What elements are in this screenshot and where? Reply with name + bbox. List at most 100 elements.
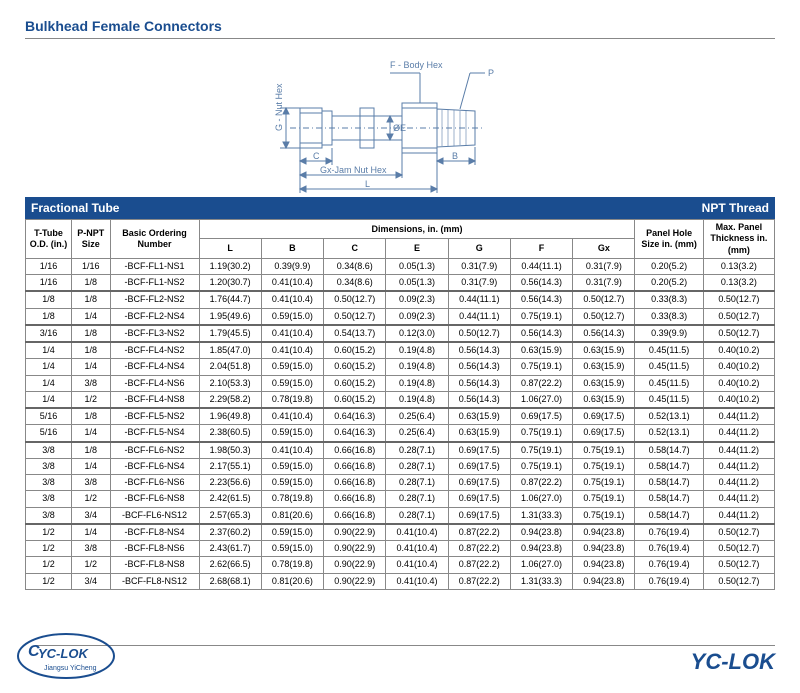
table-cell: 2.10(53.3) <box>199 375 261 391</box>
table-cell: 0.56(14.3) <box>573 325 635 342</box>
table-cell: 0.41(10.4) <box>386 541 448 557</box>
label-b: B <box>452 151 458 161</box>
table-cell: 1.19(30.2) <box>199 258 261 274</box>
table-cell: -BCF-FL4-NS6 <box>110 375 199 391</box>
table-cell: 1/2 <box>26 524 72 541</box>
table-cell: 0.60(15.2) <box>324 359 386 375</box>
table-cell: 0.63(15.9) <box>448 425 510 442</box>
table-cell: 0.78(19.8) <box>261 391 323 408</box>
table-cell: 1/2 <box>26 557 72 573</box>
table-row: 1/23/4-BCF-FL8-NS122.68(68.1)0.81(20.6)0… <box>26 573 775 589</box>
table-cell: 0.87(22.2) <box>448 524 510 541</box>
table-cell: 0.28(7.1) <box>386 442 448 459</box>
table-cell: 0.87(22.2) <box>448 557 510 573</box>
table-cell: 0.28(7.1) <box>386 507 448 524</box>
table-cell: 0.39(9.9) <box>635 325 703 342</box>
table-row: 3/83/4-BCF-FL6-NS122.57(65.3)0.81(20.6)0… <box>26 507 775 524</box>
table-cell: 0.40(10.2) <box>703 359 774 375</box>
table-cell: 0.90(22.9) <box>324 541 386 557</box>
label-c: C <box>313 151 320 161</box>
table-cell: 0.28(7.1) <box>386 475 448 491</box>
table-row: 1/23/8-BCF-FL8-NS62.43(61.7)0.59(15.0)0.… <box>26 541 775 557</box>
table-cell: 0.44(11.1) <box>448 291 510 308</box>
table-cell: 0.87(22.2) <box>448 541 510 557</box>
table-cell: 0.63(15.9) <box>573 359 635 375</box>
table-cell: 2.29(58.2) <box>199 391 261 408</box>
table-cell: 1/8 <box>71 408 110 425</box>
table-cell: 3/8 <box>26 442 72 459</box>
table-cell: 0.31(7.9) <box>448 275 510 292</box>
table-cell: 0.41(10.4) <box>386 524 448 541</box>
table-cell: 3/4 <box>71 573 110 589</box>
table-cell: 0.50(12.7) <box>703 557 774 573</box>
table-cell: 0.75(19.1) <box>510 442 572 459</box>
table-cell: -BCF-FL3-NS2 <box>110 325 199 342</box>
table-row: 3/81/8-BCF-FL6-NS21.98(50.3)0.41(10.4)0.… <box>26 442 775 459</box>
table-cell: 0.45(11.5) <box>635 342 703 359</box>
footer-logo: C YC-LOK Jiangsu YiCheng <box>16 632 126 683</box>
table-cell: 0.44(11.1) <box>510 258 572 274</box>
table-cell: 0.05(1.3) <box>386 258 448 274</box>
table-cell: 0.41(10.4) <box>386 573 448 589</box>
table-cell: 0.75(19.1) <box>573 491 635 507</box>
table-cell: 2.68(68.1) <box>199 573 261 589</box>
table-cell: 0.76(19.4) <box>635 573 703 589</box>
table-cell: -BCF-FL2-NS4 <box>110 308 199 325</box>
table-cell: 0.50(12.7) <box>703 308 774 325</box>
table-cell: 0.94(23.8) <box>573 573 635 589</box>
table-cell: 0.50(12.7) <box>324 308 386 325</box>
table-cell: 0.59(15.0) <box>261 375 323 391</box>
table-cell: 0.69(17.5) <box>448 458 510 474</box>
table-cell: 2.38(60.5) <box>199 425 261 442</box>
table-cell: 0.59(15.0) <box>261 524 323 541</box>
table-cell: 0.94(23.8) <box>510 541 572 557</box>
table-cell: 0.41(10.4) <box>261 442 323 459</box>
table-cell: 1/2 <box>26 541 72 557</box>
table-cell: 0.87(22.2) <box>510 475 572 491</box>
table-cell: 0.40(10.2) <box>703 391 774 408</box>
table-cell: 1/4 <box>71 524 110 541</box>
table-cell: 2.57(65.3) <box>199 507 261 524</box>
th-E: E <box>386 239 448 258</box>
table-cell: 0.63(15.9) <box>510 342 572 359</box>
table-cell: 1/8 <box>71 342 110 359</box>
table-cell: 1/4 <box>26 342 72 359</box>
table-cell: 1.06(27.0) <box>510 557 572 573</box>
table-cell: 1/16 <box>26 258 72 274</box>
table-cell: -BCF-FL6-NS8 <box>110 491 199 507</box>
table-cell: 0.78(19.8) <box>261 557 323 573</box>
table-cell: 0.25(6.4) <box>386 408 448 425</box>
table-cell: 0.66(16.8) <box>324 491 386 507</box>
table-cell: 0.58(14.7) <box>635 507 703 524</box>
table-cell: 0.41(10.4) <box>261 342 323 359</box>
table-cell: -BCF-FL5-NS2 <box>110 408 199 425</box>
table-cell: 0.50(12.7) <box>573 291 635 308</box>
table-cell: 0.59(15.0) <box>261 308 323 325</box>
th-tube: T-Tube O.D. (in.) <box>26 220 72 259</box>
table-cell: 0.59(15.0) <box>261 425 323 442</box>
table-cell: 0.50(12.7) <box>703 573 774 589</box>
table-cell: -BCF-FL6-NS2 <box>110 442 199 459</box>
table-cell: 0.66(16.8) <box>324 475 386 491</box>
table-cell: 0.50(12.7) <box>573 308 635 325</box>
table-cell: -BCF-FL8-NS12 <box>110 573 199 589</box>
table-cell: 3/4 <box>71 507 110 524</box>
table-row: 5/161/8-BCF-FL5-NS21.96(49.8)0.41(10.4)0… <box>26 408 775 425</box>
table-cell: 1/2 <box>71 557 110 573</box>
table-cell: 0.69(17.5) <box>448 507 510 524</box>
table-row: 1/41/4-BCF-FL4-NS42.04(51.8)0.59(15.0)0.… <box>26 359 775 375</box>
table-cell: 0.44(11.2) <box>703 491 774 507</box>
table-cell: 0.63(15.9) <box>573 342 635 359</box>
table-cell: 0.45(11.5) <box>635 359 703 375</box>
table-cell: 0.69(17.5) <box>510 408 572 425</box>
table-cell: 0.94(23.8) <box>573 541 635 557</box>
table-cell: 3/8 <box>26 491 72 507</box>
table-cell: 0.56(14.3) <box>448 391 510 408</box>
table-cell: -BCF-FL6-NS12 <box>110 507 199 524</box>
table-header-bar: Fractional Tube NPT Thread <box>25 197 775 219</box>
table-cell: 3/8 <box>71 475 110 491</box>
table-cell: 2.04(51.8) <box>199 359 261 375</box>
table-cell: 0.60(15.2) <box>324 391 386 408</box>
table-cell: 0.12(3.0) <box>386 325 448 342</box>
table-cell: 0.45(11.5) <box>635 375 703 391</box>
